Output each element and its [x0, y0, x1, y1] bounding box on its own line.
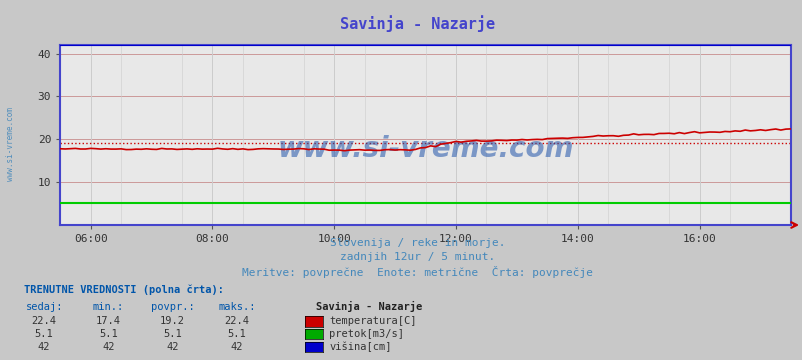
- Text: 19.2: 19.2: [160, 316, 185, 326]
- Text: Meritve: povprečne  Enote: metrične  Črta: povprečje: Meritve: povprečne Enote: metrične Črta:…: [241, 266, 593, 278]
- Text: Savinja - Nazarje: Savinja - Nazarje: [339, 15, 495, 32]
- Text: 42: 42: [102, 342, 115, 352]
- Text: 5.1: 5.1: [227, 329, 246, 339]
- Text: 42: 42: [166, 342, 179, 352]
- Text: povpr.:: povpr.:: [151, 302, 194, 312]
- Text: 22.4: 22.4: [224, 316, 249, 326]
- Text: Savinja - Nazarje: Savinja - Nazarje: [316, 301, 422, 312]
- Text: temperatura[C]: temperatura[C]: [329, 316, 416, 326]
- Text: 17.4: 17.4: [95, 316, 121, 326]
- Text: www.si-vreme.com: www.si-vreme.com: [6, 107, 15, 181]
- Text: TRENUTNE VREDNOSTI (polna črta):: TRENUTNE VREDNOSTI (polna črta):: [24, 284, 224, 295]
- Text: 22.4: 22.4: [31, 316, 57, 326]
- Text: zadnjih 12ur / 5 minut.: zadnjih 12ur / 5 minut.: [339, 252, 495, 262]
- Text: 5.1: 5.1: [99, 329, 118, 339]
- Text: 5.1: 5.1: [163, 329, 182, 339]
- Text: višina[cm]: višina[cm]: [329, 342, 391, 352]
- Text: sedaj:: sedaj:: [26, 302, 63, 312]
- Text: 5.1: 5.1: [34, 329, 54, 339]
- Text: Slovenija / reke in morje.: Slovenija / reke in morje.: [330, 238, 504, 248]
- Text: www.si-vreme.com: www.si-vreme.com: [277, 135, 573, 163]
- Text: pretok[m3/s]: pretok[m3/s]: [329, 329, 403, 339]
- Text: min.:: min.:: [93, 302, 124, 312]
- Text: maks.:: maks.:: [218, 302, 255, 312]
- Text: 42: 42: [38, 342, 51, 352]
- Text: 42: 42: [230, 342, 243, 352]
